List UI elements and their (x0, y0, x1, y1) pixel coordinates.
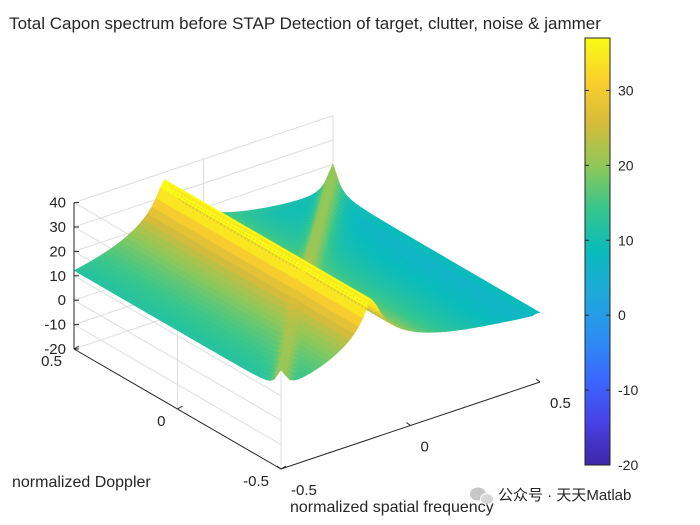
colorbar-ticks: -20 -10 0 10 20 30 (585, 82, 638, 473)
z-tick-label: 20 (49, 243, 66, 260)
colorbar-tick-label: -20 (618, 457, 638, 473)
z-axis-ticks: -20 -10 0 10 20 30 40 (44, 195, 79, 358)
colorbar-tick-label: 10 (618, 232, 634, 248)
watermark: 公众号 · 天天Matlab (470, 487, 631, 505)
colorbar-tick-label: 30 (618, 82, 634, 98)
doppler-tick-label: -0.5 (243, 473, 269, 490)
spatial-tick-mark (406, 422, 411, 426)
z-tick-label: -10 (44, 317, 66, 334)
watermark-text: 公众号 · 天天Matlab (498, 487, 631, 504)
spatial-tick-mark (276, 465, 282, 470)
doppler-tick-mark (73, 345, 80, 350)
z-tick-label: 40 (49, 195, 66, 212)
doppler-axis-ticks: -0.5 0 0.5 (41, 345, 287, 490)
doppler-tick-mark (177, 405, 183, 410)
z-tick-label: 0 (58, 292, 66, 309)
surface-cell (532, 310, 541, 317)
z-tick-label: -20 (44, 341, 66, 358)
doppler-tick-label: 0.5 (41, 353, 62, 370)
wechat-icon (470, 487, 494, 505)
colorbar-tick-label: 20 (618, 157, 634, 173)
colorbar: -20 -10 0 10 20 30 (584, 37, 638, 473)
spatial-tick-label: -0.5 (291, 482, 317, 499)
colorbar-tick-label: -10 (618, 382, 638, 398)
spatial-axis-ticks: -0.5 0 0.5 (276, 378, 571, 499)
spatial-tick-mark (535, 378, 541, 383)
doppler-tick-mark (280, 465, 287, 470)
chart-title: Total Capon spectrum before STAP Detecti… (9, 14, 601, 33)
spectrum-surface (73, 163, 541, 381)
z-tick-label: 30 (49, 219, 66, 236)
colorbar-tick-label: 0 (618, 307, 626, 323)
doppler-tick-label: 0 (157, 413, 165, 430)
colorbar-gradient (584, 37, 611, 466)
spatial-tick-label: 0.5 (550, 395, 571, 412)
spatial-tick-label: 0 (421, 439, 429, 456)
z-tick-label: 10 (49, 268, 66, 285)
y-axis-label: normalized Doppler (12, 474, 151, 491)
x-axis-label: normalized spatial frequency (290, 499, 494, 516)
